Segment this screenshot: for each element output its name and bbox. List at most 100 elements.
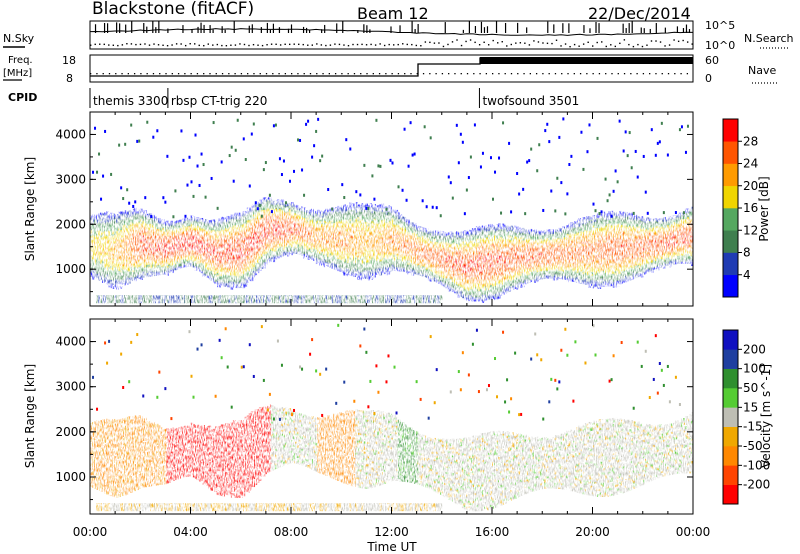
nave-dot: [334, 73, 337, 75]
power-cell: [222, 235, 226, 239]
power-cell: [278, 236, 282, 240]
power-cell: [268, 245, 272, 248]
power-cell: [299, 234, 302, 237]
power-cell: [365, 203, 368, 207]
power-cell: [202, 272, 206, 275]
power-cell: [303, 209, 306, 212]
power-cell: [192, 216, 196, 220]
power-cell: [242, 217, 246, 220]
power-cell: [367, 274, 370, 277]
power-cell: [331, 255, 334, 259]
power-cell: [206, 263, 210, 266]
power-cell: [122, 251, 125, 254]
power-cell: [156, 238, 159, 242]
power-cell: [375, 231, 379, 235]
power-cell: [106, 263, 109, 267]
power-cell: [110, 249, 113, 252]
power-cell: [96, 220, 99, 224]
power-cell: [94, 229, 97, 233]
power-cell: [156, 254, 159, 258]
power-cell: [210, 239, 214, 243]
power-cell: [276, 217, 280, 220]
power-cell: [254, 205, 258, 209]
power-cell: [258, 258, 262, 261]
power-cell: [198, 230, 202, 234]
power-cell: [355, 252, 358, 256]
power-cell: [230, 287, 234, 290]
power-cell: [210, 252, 214, 255]
ground-scatter-cell: [188, 295, 192, 304]
power-cell: [286, 249, 290, 253]
power-cell: [365, 245, 368, 249]
power-cell: [112, 266, 115, 269]
power-cell: [307, 239, 310, 242]
power-cell: [244, 241, 248, 245]
power-cell: [280, 248, 284, 251]
power-cell: [204, 247, 208, 250]
power-cell: [200, 248, 204, 251]
power-cell: [307, 257, 310, 260]
power-cell: [132, 216, 135, 220]
power-cell: [106, 261, 109, 265]
power-cell: [234, 265, 238, 268]
power-cell: [236, 245, 240, 248]
power-cell: [379, 256, 383, 260]
power-cell: [140, 269, 143, 272]
power-cell: [110, 265, 113, 268]
power-cell: [325, 263, 328, 266]
power-cell: [276, 211, 280, 214]
power-cell: [108, 248, 111, 252]
power-cell: [124, 224, 127, 227]
power-cell: [106, 245, 109, 249]
power-cell: [327, 215, 330, 219]
power-cell: [319, 230, 322, 234]
power-cell: [373, 240, 377, 244]
power-cell: [347, 270, 350, 274]
power-cell: [297, 245, 300, 249]
power-cell: [361, 247, 364, 251]
power-cell: [144, 250, 147, 254]
nsearch-dot: [564, 43, 567, 45]
power-cell: [242, 212, 246, 216]
power-cell: [116, 274, 119, 278]
power-cell: [90, 253, 93, 257]
power-cell: [248, 248, 252, 251]
power-cell: [234, 212, 238, 216]
power-cell: [150, 271, 153, 275]
power-cell: [218, 246, 222, 250]
power-cell: [331, 241, 334, 245]
power-cell: [313, 232, 316, 235]
power-cell: [144, 252, 147, 256]
power-cell: [124, 250, 127, 254]
power-cell: [94, 260, 97, 263]
power-cell: [325, 228, 328, 232]
power-cell: [335, 207, 338, 210]
power-cell: [120, 279, 123, 283]
ground-scatter-cell: [299, 295, 302, 304]
power-cell: [154, 250, 157, 254]
nsearch-dot: [275, 43, 277, 45]
power-cell: [278, 226, 282, 230]
power-cell: [156, 244, 159, 248]
power-cell: [218, 260, 222, 264]
power-cell: [114, 246, 117, 250]
power-cell: [140, 247, 143, 250]
nsearch-dot: [352, 43, 354, 46]
power-cell: [232, 214, 236, 218]
power-cell: [262, 265, 266, 269]
power-cell: [248, 252, 252, 255]
power-cell: [303, 229, 306, 233]
power-cell: [92, 234, 95, 238]
ground-scatter-cell: [208, 295, 212, 304]
power-cell: [184, 224, 188, 227]
power-cell: [359, 216, 362, 220]
ground-scatter-cell: [194, 295, 198, 304]
power-cell: [268, 226, 272, 230]
power-cell: [301, 248, 304, 252]
power-cell: [375, 256, 379, 259]
power-cell: [114, 284, 117, 288]
power-cell: [321, 243, 324, 247]
nsearch-dot: [497, 42, 499, 44]
power-cell: [248, 213, 252, 217]
power-cell: [278, 238, 282, 242]
